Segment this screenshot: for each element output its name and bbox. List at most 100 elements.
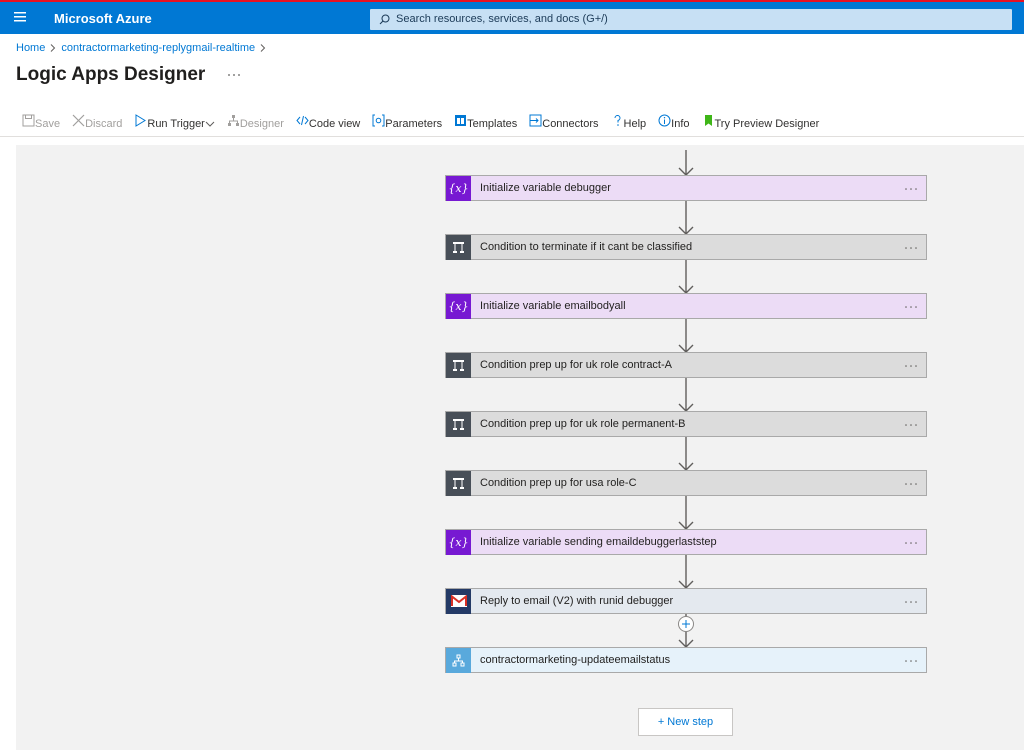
step-label: Initialize variable debugger xyxy=(480,182,611,194)
step-card[interactable]: contractormarketing-updateemailstatus xyxy=(445,647,927,673)
toolbar-button[interactable]: Templates xyxy=(454,114,517,130)
toolbar-label: Templates xyxy=(467,118,518,130)
arrow xyxy=(678,555,694,589)
toolbar-label: Parameters xyxy=(385,118,443,130)
toolbar-button[interactable]: Help xyxy=(611,114,646,130)
step-label: Initialize variable sending emaildebugge… xyxy=(480,536,717,548)
step-icon xyxy=(446,470,471,496)
step-more[interactable] xyxy=(904,364,918,368)
step-label: Condition to terminate if it cant be cla… xyxy=(480,241,693,253)
toolbar-label: Discard xyxy=(85,118,123,130)
toolbar-icon xyxy=(658,114,671,127)
toolbar-label: Try Preview Designer xyxy=(714,118,820,130)
toolbar-button: Designer xyxy=(227,114,284,130)
breadcrumb: Home contractormarketing-replygmail-realt… xyxy=(16,42,266,54)
toolbar-button: Save xyxy=(22,114,60,130)
toolbar-label: Run Trigger xyxy=(147,118,205,130)
toolbar-icon xyxy=(614,115,620,126)
new-step-button[interactable]: + New step xyxy=(638,708,733,736)
arrow xyxy=(678,437,694,471)
brand[interactable]: Microsoft Azure xyxy=(54,11,152,26)
page-title: Logic Apps Designer xyxy=(16,64,241,86)
variable-icon: {x} xyxy=(448,181,469,195)
variable-icon: {x} xyxy=(448,299,469,313)
step-icon xyxy=(446,647,471,673)
toolbar-label: Code view xyxy=(308,118,361,130)
toolbar-label: Designer xyxy=(239,118,284,130)
toolbar-icon xyxy=(455,115,467,126)
icon xyxy=(453,418,464,430)
step-card[interactable]: Reply to email (V2) with runid debugger xyxy=(445,588,927,614)
toolbar-button: Discard xyxy=(72,114,122,130)
toolbar-button[interactable]: Run Trigger xyxy=(134,114,215,130)
step-more[interactable] xyxy=(904,187,918,191)
toolbar-label: Save xyxy=(35,118,61,130)
search-box[interactable]: Search resources, services, and docs (G+… xyxy=(370,9,1012,30)
toolbar-label: Connectors xyxy=(542,118,599,130)
toolbar-icon xyxy=(227,115,239,126)
menu-icon[interactable] xyxy=(14,12,26,22)
step-label: Reply to email (V2) with runid debugger xyxy=(480,595,674,607)
toolbar-icon xyxy=(296,115,309,126)
page-title-text: Logic Apps Designer xyxy=(16,64,206,85)
separator xyxy=(0,136,1024,137)
step-card[interactable]: Condition prep up for uk role contract-A xyxy=(445,352,927,378)
step-label: Initialize variable emailbodyall xyxy=(480,300,626,312)
arrow xyxy=(678,319,694,353)
toolbar-button[interactable]: Info xyxy=(658,114,690,130)
breadcrumb-chevron xyxy=(260,44,266,52)
toolbar-icon xyxy=(135,114,147,127)
step-more[interactable] xyxy=(904,423,918,427)
step-icon: {x} xyxy=(446,529,471,555)
step-more[interactable] xyxy=(904,541,918,545)
icon xyxy=(453,359,464,371)
step-card[interactable]: {x} Initialize variable sending emaildebu… xyxy=(445,529,927,555)
step-more[interactable] xyxy=(904,659,918,663)
search-icon xyxy=(379,14,390,25)
variable-icon: {x} xyxy=(448,535,469,549)
step-more[interactable] xyxy=(904,246,918,250)
breadcrumb-link[interactable]: Home xyxy=(16,42,46,54)
step-icon xyxy=(446,588,471,614)
arrow xyxy=(678,260,694,294)
toolbar-icon xyxy=(529,114,542,127)
icon xyxy=(452,654,465,666)
step-icon xyxy=(446,234,471,260)
toolbar-button[interactable]: Parameters xyxy=(372,114,442,130)
step-label: Condition prep up for uk role permanent-… xyxy=(480,418,686,430)
toolbar-button[interactable]: Code view xyxy=(296,114,360,130)
toolbar-icon xyxy=(72,114,85,127)
step-icon xyxy=(446,411,471,437)
toolbar: Save Discard Run Trigger Designer Code view P… xyxy=(22,114,819,130)
search-placeholder: Search resources, services, and docs (G+… xyxy=(396,13,608,25)
connectors xyxy=(678,150,694,648)
icon xyxy=(453,241,464,253)
dropdown-chevron xyxy=(205,121,215,127)
step-more[interactable] xyxy=(904,482,918,486)
insert-step[interactable] xyxy=(678,616,694,632)
step-icon: {x} xyxy=(446,293,471,319)
step-card[interactable]: Condition prep up for uk role permanent-… xyxy=(445,411,927,437)
arrow xyxy=(678,378,694,412)
toolbar-button[interactable]: Connectors xyxy=(529,114,599,130)
toolbar-label: Info xyxy=(671,118,690,130)
step-more[interactable] xyxy=(904,600,918,604)
toolbar-icon xyxy=(704,115,712,126)
step-card[interactable]: Condition prep up for usa role-C xyxy=(445,470,927,496)
step-card[interactable]: Condition to terminate if it cant be cla… xyxy=(445,234,927,260)
step-icon xyxy=(446,352,471,378)
arrow xyxy=(678,496,694,530)
title-more[interactable] xyxy=(227,73,241,77)
step-label: Condition prep up for usa role-C xyxy=(480,477,637,489)
designer-canvas: + New step {x} Initialize variable debugg… xyxy=(16,145,1024,750)
step-icon: {x} xyxy=(446,175,471,201)
breadcrumb-link[interactable]: contractormarketing-replygmail-realtime xyxy=(61,42,256,54)
icon xyxy=(453,477,464,489)
arrow xyxy=(678,201,694,235)
step-card[interactable]: {x} Initialize variable emailbodyall xyxy=(445,293,927,319)
icon xyxy=(450,595,467,607)
step-more[interactable] xyxy=(904,305,918,309)
step-card[interactable]: {x} Initialize variable debugger xyxy=(445,175,927,201)
toolbar-button[interactable]: Try Preview Designer xyxy=(702,114,820,130)
